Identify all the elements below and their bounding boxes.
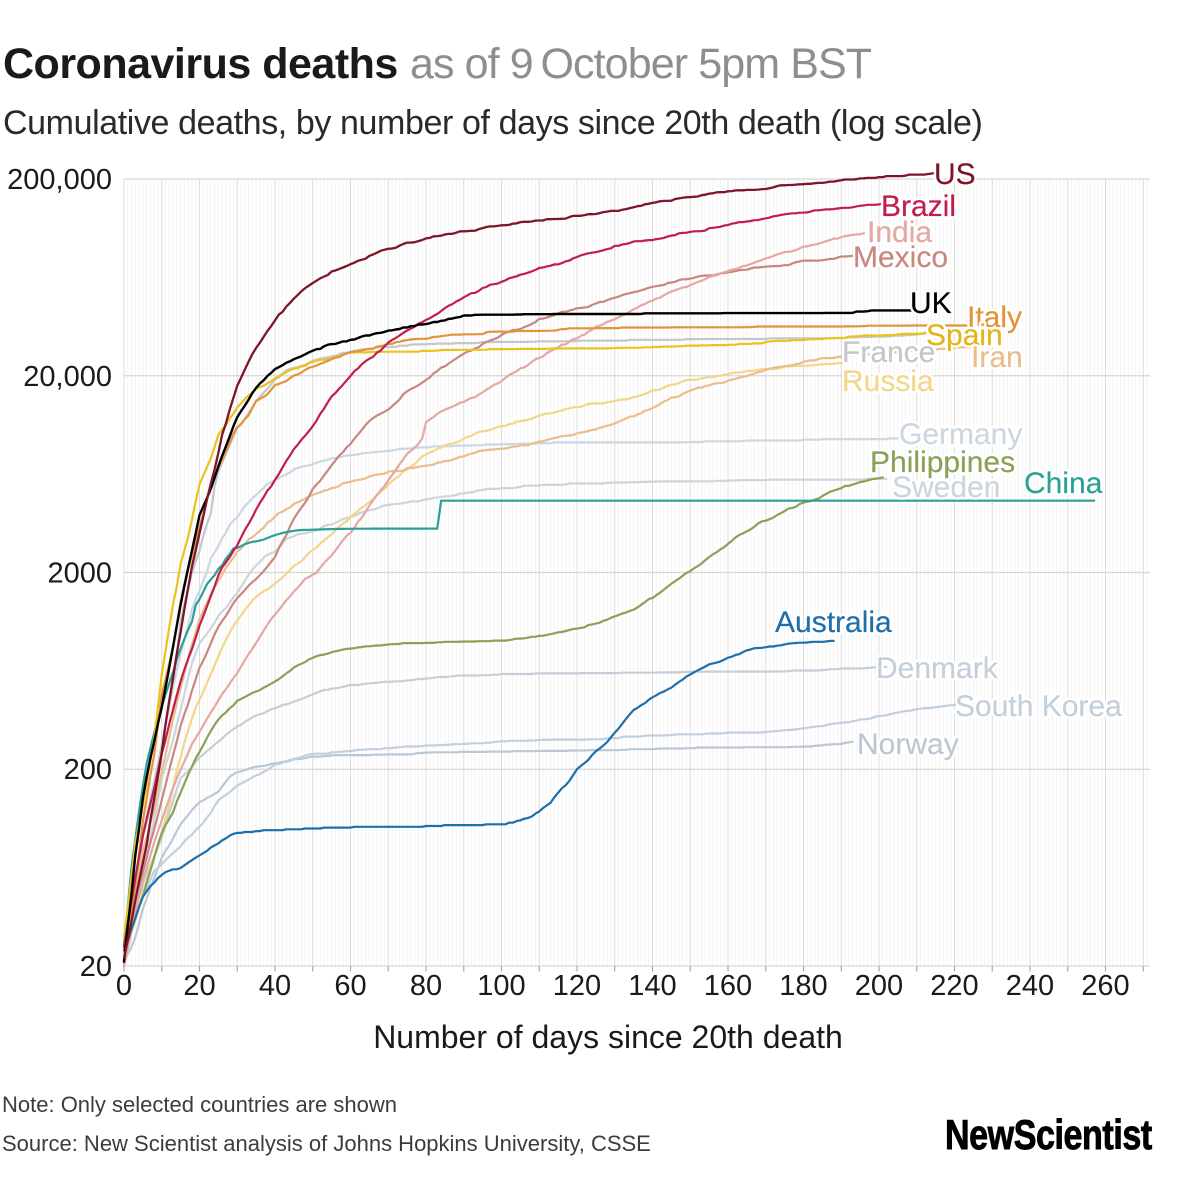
svg-text:Russia: Russia: [842, 365, 934, 398]
svg-text:180: 180: [779, 970, 827, 1002]
svg-text:Denmark: Denmark: [876, 652, 999, 685]
svg-text:60: 60: [334, 970, 366, 1002]
svg-text:US: US: [934, 158, 976, 191]
svg-text:240: 240: [1006, 970, 1054, 1002]
svg-text:India: India: [867, 216, 932, 249]
svg-text:South Korea: South Korea: [955, 690, 1122, 723]
svg-text:Denmark: Denmark: [876, 652, 999, 685]
svg-text:20: 20: [80, 951, 112, 983]
svg-text:Philippines: Philippines: [870, 446, 1015, 479]
svg-text:200: 200: [855, 970, 903, 1002]
svg-text:Norway: Norway: [857, 728, 959, 761]
svg-text:Iran: Iran: [971, 341, 1023, 374]
svg-text:Sweden: Sweden: [892, 471, 1000, 504]
svg-text:UK: UK: [910, 287, 952, 320]
svg-text:Spain: Spain: [926, 319, 1003, 352]
svg-text:Note: Only selected countries: Note: Only selected countries are shown: [2, 1092, 397, 1117]
svg-text:Brazil: Brazil: [881, 190, 956, 223]
svg-text:US: US: [934, 158, 976, 191]
svg-text:China: China: [1024, 467, 1103, 500]
svg-text:20,000: 20,000: [23, 361, 112, 393]
svg-text:Brazil: Brazil: [881, 190, 956, 223]
svg-text:Italy: Italy: [967, 301, 1022, 334]
svg-text:Russia: Russia: [842, 365, 934, 398]
svg-text:160: 160: [704, 970, 752, 1002]
svg-text:0: 0: [116, 970, 132, 1002]
svg-text:as of 9 October 5pm BST: as of 9 October 5pm BST: [410, 40, 872, 88]
svg-text:Australia: Australia: [775, 606, 892, 639]
svg-text:Spain: Spain: [926, 319, 1003, 352]
svg-text:Sweden: Sweden: [892, 471, 1000, 504]
svg-text:80: 80: [410, 970, 442, 1002]
svg-text:200: 200: [64, 754, 112, 786]
svg-text:2000: 2000: [47, 558, 112, 590]
svg-text:Mexico: Mexico: [853, 241, 948, 274]
svg-text:France: France: [842, 336, 935, 369]
svg-text:Iran: Iran: [971, 341, 1023, 374]
svg-text:Germany: Germany: [899, 418, 1022, 451]
svg-text:UK: UK: [910, 287, 952, 320]
svg-text:Norway: Norway: [857, 728, 959, 761]
svg-text:Mexico: Mexico: [853, 241, 948, 274]
svg-text:Australia: Australia: [775, 606, 892, 639]
svg-text:South Korea: South Korea: [955, 690, 1122, 723]
svg-text:120: 120: [553, 970, 601, 1002]
svg-text:Italy: Italy: [967, 301, 1022, 334]
svg-text:200,000: 200,000: [7, 164, 112, 196]
svg-text:Cumulative deaths, by number o: Cumulative deaths, by number of days sin…: [3, 104, 982, 142]
svg-text:India: India: [867, 216, 932, 249]
svg-text:Number of days since 20th deat: Number of days since 20th death: [373, 1019, 843, 1055]
svg-text:Germany: Germany: [899, 418, 1022, 451]
svg-text:100: 100: [477, 970, 525, 1002]
svg-text:NewScientist: NewScientist: [945, 1113, 1153, 1159]
svg-text:260: 260: [1081, 970, 1129, 1002]
svg-text:40: 40: [259, 970, 291, 1002]
svg-text:Philippines: Philippines: [870, 446, 1015, 479]
svg-text:France: France: [842, 336, 935, 369]
svg-text:140: 140: [628, 970, 676, 1002]
svg-text:China: China: [1024, 467, 1103, 500]
svg-text:Source: New Scientist analysis: Source: New Scientist analysis of Johns …: [2, 1131, 651, 1156]
svg-text:220: 220: [930, 970, 978, 1002]
svg-text:20: 20: [183, 970, 215, 1002]
svg-text:Coronavirus deaths: Coronavirus deaths: [3, 40, 398, 88]
